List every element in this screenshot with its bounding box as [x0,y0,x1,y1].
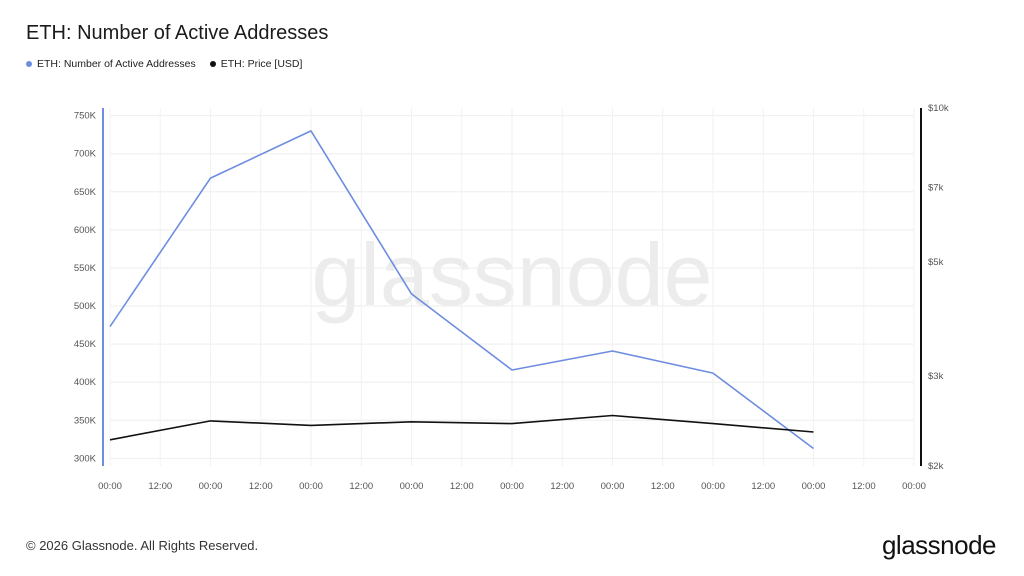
x-tick-label: 12:00 [550,481,574,492]
right-tick-label: $10k [928,103,949,114]
series-line-active-addresses [109,130,814,450]
x-tick-label: 00:00 [199,481,223,492]
series-layer [109,130,814,450]
copyright-footer: © 2026 Glassnode. All Rights Reserved. [26,538,259,553]
left-tick-label: 750K [74,111,97,122]
left-tick-label: 650K [74,187,97,198]
x-tick-label: 12:00 [249,481,273,492]
legend-item-active-addresses[interactable]: ETH: Number of Active Addresses [26,58,196,70]
left-tick-label: 400K [74,377,97,388]
legend-label-price: ETH: Price [USD] [220,58,303,70]
x-tick-label: 00:00 [902,481,926,492]
x-tick-label: 12:00 [148,481,172,492]
legend-dot-active-addresses [26,61,32,67]
legend-dot-price [209,61,216,67]
x-tick-label: 12:00 [450,481,474,492]
left-tick-label: 450K [74,339,97,350]
left-tick-label: 350K [74,415,97,426]
left-tick-label: 300K [74,453,97,464]
legend-label-active-addresses: ETH: Number of Active Addresses [37,58,196,70]
chart-title: ETH: Number of Active Addresses [26,22,329,44]
series-line-price [109,414,814,441]
axes: 300K 350K 400K 450K 500K 550K 600K 650K 700K 750K… [74,103,949,492]
left-tick-label: 500K [74,301,97,312]
glassnode-logo: glassnode [881,530,997,560]
x-tick-label: 00:00 [701,481,725,492]
x-tick-label: 12:00 [651,481,675,492]
right-tick-label: $7k [928,182,944,193]
x-tick-label: 00:00 [601,481,625,492]
x-tick-label: 12:00 [852,481,876,492]
right-tick-label: $3k [928,371,944,382]
x-tick-label: 00:00 [500,481,524,492]
right-tick-label: $2k [928,461,944,472]
grid-lines [109,108,915,466]
right-tick-label: $5k [928,257,944,268]
legend: ETH: Number of Active Addresses ETH: Pri… [26,58,302,70]
x-tick-label: 00:00 [802,481,826,492]
left-tick-label: 700K [74,149,97,160]
x-tick-label: 12:00 [349,481,373,492]
x-tick-label: 12:00 [751,481,775,492]
left-tick-label: 550K [74,263,97,274]
legend-item-price[interactable]: ETH: Price [USD] [209,58,303,70]
x-tick-label: 00:00 [299,481,323,492]
left-tick-label: 600K [74,225,97,236]
x-tick-label: 00:00 [400,481,424,492]
x-tick-label: 00:00 [98,481,122,492]
